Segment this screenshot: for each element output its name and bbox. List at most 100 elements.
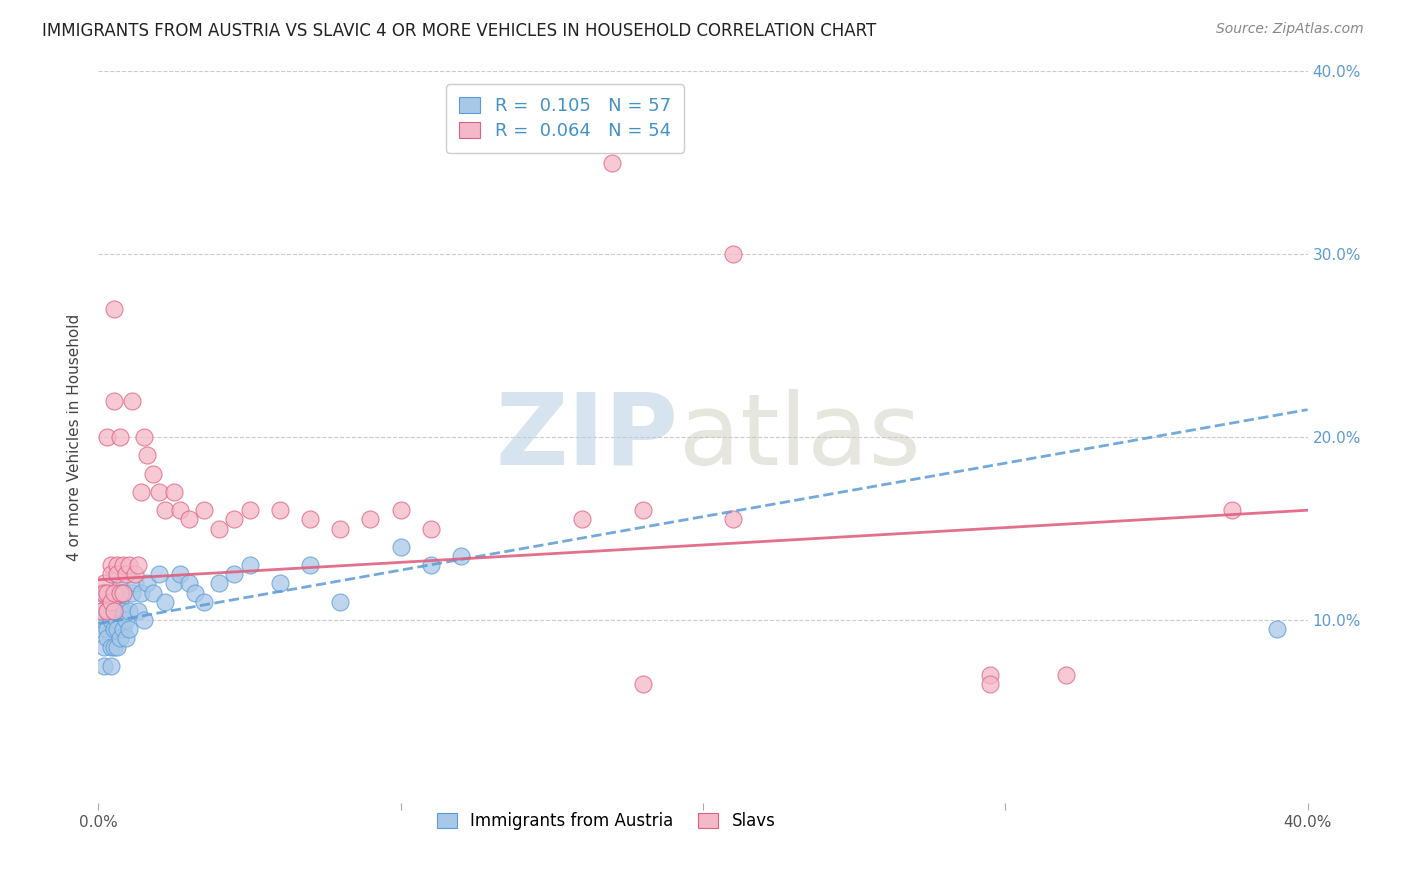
Point (108, 604, 131, 618)
Point (118, 622, 141, 636)
Point (108, 585, 131, 599)
Point (602, 156, 624, 170)
Point (299, 558, 322, 573)
Point (108, 594, 131, 608)
Point (105, 640, 128, 655)
Point (193, 594, 215, 608)
Point (129, 585, 152, 599)
Point (93, 613, 115, 627)
Point (114, 567, 136, 582)
Point (127, 604, 149, 618)
Point (96, 632, 118, 646)
Point (90, 585, 112, 599)
Point (103, 604, 125, 618)
Point (111, 585, 134, 599)
Point (124, 576, 146, 591)
Point (105, 567, 128, 582)
Point (329, 521, 352, 535)
Point (108, 576, 131, 591)
Point (239, 503, 262, 517)
Point (90, 604, 112, 618)
Point (93, 585, 115, 599)
Point (208, 521, 231, 535)
Point (631, 503, 654, 517)
Point (118, 604, 141, 618)
Point (100, 558, 122, 573)
Point (571, 512, 593, 526)
Point (118, 558, 141, 573)
Point (103, 301, 125, 317)
Point (96, 622, 118, 636)
Point (163, 485, 186, 500)
Point (105, 585, 128, 599)
Point (224, 512, 246, 526)
Point (96, 585, 118, 599)
Point (129, 485, 152, 500)
Point (103, 585, 125, 599)
Point (105, 613, 128, 627)
Point (114, 613, 136, 627)
Point (103, 393, 125, 408)
Point (121, 393, 143, 408)
Point (148, 567, 170, 582)
Point (96, 430, 118, 444)
Point (1054, 667, 1077, 681)
Point (169, 567, 191, 582)
Point (979, 667, 1001, 681)
Point (100, 567, 122, 582)
Point (111, 604, 134, 618)
Point (135, 448, 157, 462)
Point (108, 430, 131, 444)
Point (100, 585, 122, 599)
Point (132, 430, 155, 444)
Point (239, 558, 262, 573)
Point (179, 576, 201, 591)
Point (148, 485, 170, 500)
Point (1220, 503, 1243, 517)
Text: IMMIGRANTS FROM AUSTRIA VS SLAVIC 4 OR MORE VEHICLES IN HOUSEHOLD CORRELATION CH: IMMIGRANTS FROM AUSTRIA VS SLAVIC 4 OR M… (42, 22, 876, 40)
Point (90, 604, 112, 618)
Point (184, 585, 207, 599)
Point (100, 613, 122, 627)
Legend: Immigrants from Austria, Slavs: Immigrants from Austria, Slavs (429, 804, 785, 838)
Point (108, 632, 131, 646)
Point (389, 540, 412, 554)
Point (96, 604, 118, 618)
Point (111, 585, 134, 599)
Point (135, 576, 157, 591)
Point (111, 622, 134, 636)
Text: ZIP: ZIP (496, 389, 679, 485)
Point (142, 467, 165, 481)
Point (723, 247, 745, 261)
Point (269, 576, 291, 591)
Text: atlas: atlas (679, 389, 921, 485)
Point (100, 640, 122, 655)
Point (389, 503, 412, 517)
Point (153, 503, 176, 517)
Point (105, 622, 128, 636)
Point (420, 558, 443, 573)
Y-axis label: 4 or more Vehicles in Household: 4 or more Vehicles in Household (67, 313, 83, 561)
Point (127, 558, 149, 573)
Point (224, 567, 246, 582)
Point (103, 594, 125, 608)
Point (93, 658, 115, 673)
Point (179, 512, 201, 526)
Point (103, 640, 125, 655)
Point (163, 576, 186, 591)
Point (103, 567, 125, 582)
Point (153, 594, 176, 608)
Point (329, 594, 352, 608)
Point (93, 576, 115, 591)
Point (723, 512, 745, 526)
Point (100, 658, 122, 673)
Point (631, 677, 654, 691)
Text: Source: ZipAtlas.com: Source: ZipAtlas.com (1216, 22, 1364, 37)
Point (269, 503, 291, 517)
Point (979, 677, 1001, 691)
Point (105, 558, 128, 573)
Point (1267, 622, 1289, 636)
Point (124, 567, 146, 582)
Point (121, 585, 143, 599)
Point (96, 604, 118, 618)
